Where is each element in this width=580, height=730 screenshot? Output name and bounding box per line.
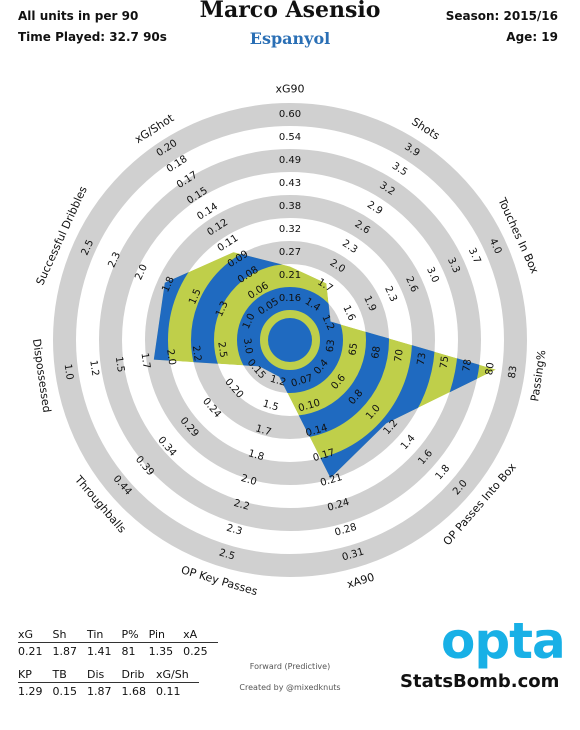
stat-value-1: 0.15	[52, 685, 78, 698]
tick-label: 1.8	[434, 463, 453, 482]
stat-value-2: 1.87	[87, 685, 112, 698]
header-left: All units in per 90 Time Played: 32.7 90…	[18, 6, 167, 48]
player-name: Marco Asensio	[199, 0, 381, 23]
stat-header-3: Drib	[121, 668, 156, 683]
tick-label: 1.4	[399, 433, 418, 452]
ring-band-4	[145, 195, 435, 485]
tick-label: 1.5	[261, 398, 279, 413]
stat-header-4: Pin	[148, 628, 184, 643]
stat-value-1: 1.87	[52, 645, 78, 658]
tick-label: 2.9	[365, 199, 384, 217]
tick-label: 1.7	[254, 423, 272, 438]
ring-band-6	[99, 149, 481, 531]
stat-header-4: xG/Sh	[156, 668, 199, 683]
tick-label: 1.0	[62, 363, 75, 380]
tick-label: 63	[325, 339, 338, 353]
stat-header-0: KP	[18, 668, 53, 683]
stat-value-4: 0.11	[156, 685, 181, 698]
axis-label: xG90	[275, 83, 304, 96]
tick-label: 78	[461, 358, 474, 372]
credit-label: Created by @mixedknuts	[239, 683, 341, 692]
tick-label: 2.5	[218, 547, 236, 562]
stat-header-0: xG	[18, 628, 53, 643]
axis-label: Dispossessed	[30, 338, 53, 414]
polygon-blue-band-0	[237, 287, 343, 393]
ring-band-8	[53, 103, 527, 577]
tick-label: 2.2	[232, 498, 250, 513]
team-name: Espanyol	[249, 29, 331, 48]
stat-value-5: 0.25	[183, 645, 208, 658]
tick-label: 0.60	[279, 109, 301, 120]
stat-header-2: Tin	[87, 628, 122, 643]
tick-label: 83	[507, 365, 520, 379]
tick-label: 0.43	[279, 178, 301, 189]
stat-value-0: 0.21	[18, 645, 43, 658]
statsbomb-site: StatsBomb.com	[400, 671, 560, 692]
tick-label: 68	[370, 345, 383, 359]
tick-label: 1.2	[269, 374, 287, 389]
tick-label: 2.3	[382, 285, 399, 304]
tick-label: 2.0	[164, 349, 177, 366]
stat-value-2: 1.41	[87, 645, 112, 658]
tick-label: 3.0	[241, 337, 254, 354]
opta-logo: opta	[441, 612, 566, 670]
tick-label: 1.7	[139, 352, 152, 369]
tick-label: 65	[347, 342, 360, 356]
tick-label: 1.6	[340, 304, 357, 323]
tick-label: 0.49	[279, 155, 301, 166]
season-label: Season: 2015/16	[445, 9, 558, 23]
tick-label: 2.5	[215, 341, 228, 358]
tick-label: 3.5	[390, 161, 409, 179]
tick-label: 2.3	[340, 238, 359, 256]
stat-header-1: Sh	[52, 628, 87, 643]
tick-label: 1.2	[87, 360, 100, 377]
tick-label: 2.2	[190, 345, 203, 362]
stats-table-2: KP TB Dis Drib xG/Sh 1.29 0.15 1.87 1.68 0.11	[18, 668, 199, 698]
tick-label: 73	[416, 352, 429, 366]
stat-header-5: xA	[183, 628, 218, 643]
position-label: Forward (Predictive)	[249, 662, 331, 671]
units-note: All units in per 90	[18, 9, 139, 23]
tick-label: 80	[484, 362, 497, 376]
stat-header-1: TB	[52, 668, 87, 683]
axis-label: xA90	[345, 571, 376, 591]
tick-label: 0.16	[279, 293, 301, 304]
age-label: Age: 19	[506, 30, 558, 44]
tick-label: 3.0	[424, 265, 441, 284]
axis-label: Passing%	[528, 349, 548, 402]
stat-value-3: 1.68	[121, 685, 147, 698]
tick-label: 0.27	[279, 247, 301, 258]
tick-label: 2.0	[240, 473, 258, 488]
time-played: Time Played: 32.7 90s	[18, 30, 167, 44]
tick-label: 70	[393, 349, 406, 363]
stat-value-3: 81	[121, 645, 136, 658]
stats-table-1: xG Sh Tin P% Pin xA 0.21 1.87 1.41 81 1.35 0.25	[18, 628, 218, 658]
header-right: Season: 2015/16 Age: 19	[446, 6, 558, 48]
tick-label: 75	[439, 355, 452, 369]
tick-label: 3.7	[466, 246, 483, 265]
tick-label: 0.32	[279, 224, 301, 235]
tick-label: 0.21	[279, 270, 301, 281]
tick-label: 1.8	[247, 448, 265, 463]
stat-value-0: 1.29	[18, 685, 43, 698]
tick-label: 1.5	[113, 356, 126, 373]
stat-value-4: 1.35	[148, 645, 174, 658]
tick-label: 0.54	[279, 132, 301, 143]
tick-label: 0.38	[279, 201, 301, 212]
stat-header-3: P%	[121, 628, 149, 643]
tick-label: 2.3	[225, 523, 243, 538]
radar-center	[268, 318, 312, 362]
stat-header-2: Dis	[87, 668, 122, 683]
